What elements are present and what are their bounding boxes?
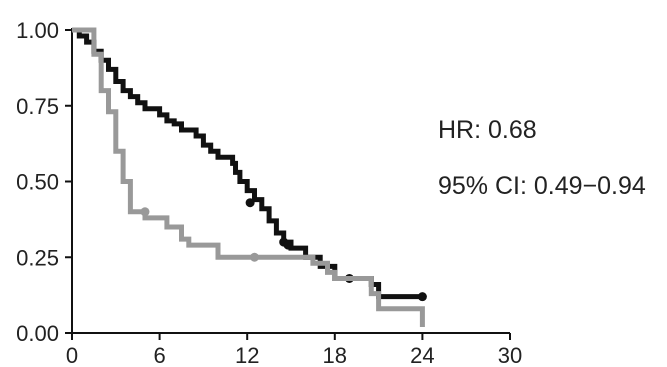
- survival-curve-2: [72, 27, 425, 327]
- censor-mark: [250, 252, 259, 262]
- x-tick-label: 24: [410, 343, 434, 367]
- x-tick-label: 12: [235, 343, 259, 367]
- y-tick-label: 0.00: [16, 321, 59, 346]
- y-tick-label: 0.50: [16, 170, 59, 195]
- y-tick-label: 0.25: [16, 245, 59, 270]
- censor-mark: [140, 207, 150, 217]
- censor-mark: [417, 292, 427, 302]
- annotation-label: 95% CI: 0.49−0.94: [438, 172, 646, 200]
- annotation-label: HR: 0.68: [438, 116, 537, 144]
- x-tick-label: 6: [153, 343, 165, 367]
- censor-mark: [245, 198, 255, 208]
- censor-mark: [283, 240, 293, 250]
- x-tick-label: 0: [66, 343, 78, 367]
- x-tick-label: 30: [498, 343, 522, 367]
- chart-annotations: HR: 0.68 95% CI: 0.49−0.94: [438, 116, 646, 200]
- chart-series: [72, 27, 427, 327]
- x-tick-label: 18: [323, 343, 347, 367]
- chart-axes: 0 6 12 18 24 30 0.00 0.25 0.50 0.75 1.00: [16, 18, 522, 367]
- y-tick-label: 0.75: [16, 94, 59, 119]
- y-tick-label: 1.00: [16, 18, 59, 43]
